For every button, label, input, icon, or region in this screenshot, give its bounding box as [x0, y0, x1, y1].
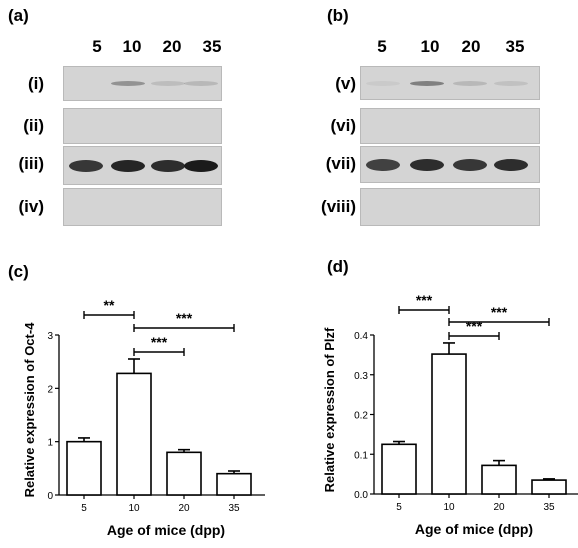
western-blot-strip: [63, 66, 222, 101]
y-tick-label: 0: [47, 491, 53, 502]
panel-label-d: (d): [327, 257, 349, 276]
bar: [531, 479, 567, 495]
y-tick-label: 1: [47, 438, 53, 449]
western-blot-strip: [360, 146, 540, 183]
panel-label-c: (c): [8, 262, 29, 281]
blot-row-label: (vii): [325, 154, 356, 173]
blot-row-label: (iii): [18, 154, 45, 173]
x-tick-label: 35: [543, 502, 555, 513]
bar: [166, 451, 202, 496]
y-tick-label: 3: [47, 331, 53, 342]
blot-row-label: (viii): [321, 197, 356, 216]
protein-band: [151, 81, 185, 86]
x-tick-label: 20: [493, 502, 505, 513]
western-blot-strip: [360, 188, 540, 226]
protein-band: [410, 80, 444, 86]
y-tick-label: 0.1: [354, 450, 368, 461]
x-tick-label: 5: [396, 502, 402, 513]
western-blot-strip: [360, 108, 540, 144]
lane-label: 35: [202, 37, 222, 56]
x-tick-label: 10: [128, 503, 140, 514]
y-tick-label: 0.3: [354, 371, 368, 382]
y-axis-label: Relative expression of Oct-4: [22, 322, 37, 498]
blot-row-label: (i): [27, 74, 44, 93]
protein-band: [69, 159, 103, 172]
blot-row-label: (ii): [23, 116, 44, 135]
protein-band: [184, 159, 218, 172]
x-tick-label: 10: [443, 502, 455, 513]
significance-label: ***: [466, 318, 483, 334]
lane-label: 35: [505, 37, 525, 56]
y-axis-label: Relative expression of Plzf: [322, 327, 337, 492]
y-tick-label: 0.2: [354, 411, 368, 422]
x-tick-label: 5: [81, 503, 87, 514]
x-tick-label: 35: [228, 503, 240, 514]
lane-label: 10: [420, 37, 440, 56]
x-axis-label: Age of mice (dpp): [415, 521, 533, 537]
panel-label-b: (b): [327, 6, 349, 25]
western-blot-strip: [63, 188, 222, 226]
lane-label: 5: [92, 37, 102, 56]
protein-band: [410, 158, 444, 171]
y-tick-label: 0.4: [354, 331, 368, 342]
lane-label: 20: [162, 37, 182, 56]
western-blot-strip: [360, 66, 540, 100]
significance-label: ***: [176, 310, 193, 326]
x-axis-label: Age of mice (dpp): [107, 522, 225, 538]
bar: [66, 440, 102, 496]
blot-row-label: (vi): [330, 116, 357, 135]
protein-band: [453, 80, 487, 86]
bar: [431, 353, 467, 495]
protein-band: [184, 81, 218, 86]
blot-row-label: (iv): [18, 197, 45, 216]
lane-label: 10: [122, 37, 142, 56]
significance-label: ***: [491, 304, 508, 320]
protein-band: [453, 158, 487, 171]
protein-band: [494, 158, 528, 171]
protein-band: [366, 158, 400, 171]
bar: [481, 464, 517, 495]
protein-band: [494, 80, 528, 86]
y-tick-label: 0.0: [354, 490, 368, 501]
bar: [381, 443, 417, 495]
protein-band: [366, 80, 400, 86]
protein-band: [151, 159, 185, 172]
western-blot-strip: [63, 146, 222, 185]
blot-row-label: (v): [335, 74, 356, 93]
x-tick-label: 20: [178, 503, 190, 514]
plzf-bar-chart: Relative expression of Plzf Age of mice …: [322, 292, 578, 537]
bar: [216, 472, 252, 496]
lane-label: 5: [377, 37, 387, 56]
significance-label: ***: [416, 292, 433, 308]
western-blot-strip: [63, 108, 222, 144]
protein-band: [111, 159, 145, 172]
significance-label: **: [104, 297, 115, 313]
lane-label: 20: [461, 37, 481, 56]
protein-band: [111, 81, 145, 86]
y-tick-label: 2: [47, 384, 53, 395]
oct4-bar-chart: Relative expression of Oct-4 Age of mice…: [22, 297, 265, 538]
bar: [116, 372, 152, 496]
significance-label: ***: [151, 334, 168, 350]
panel-label-a: (a): [8, 6, 29, 25]
